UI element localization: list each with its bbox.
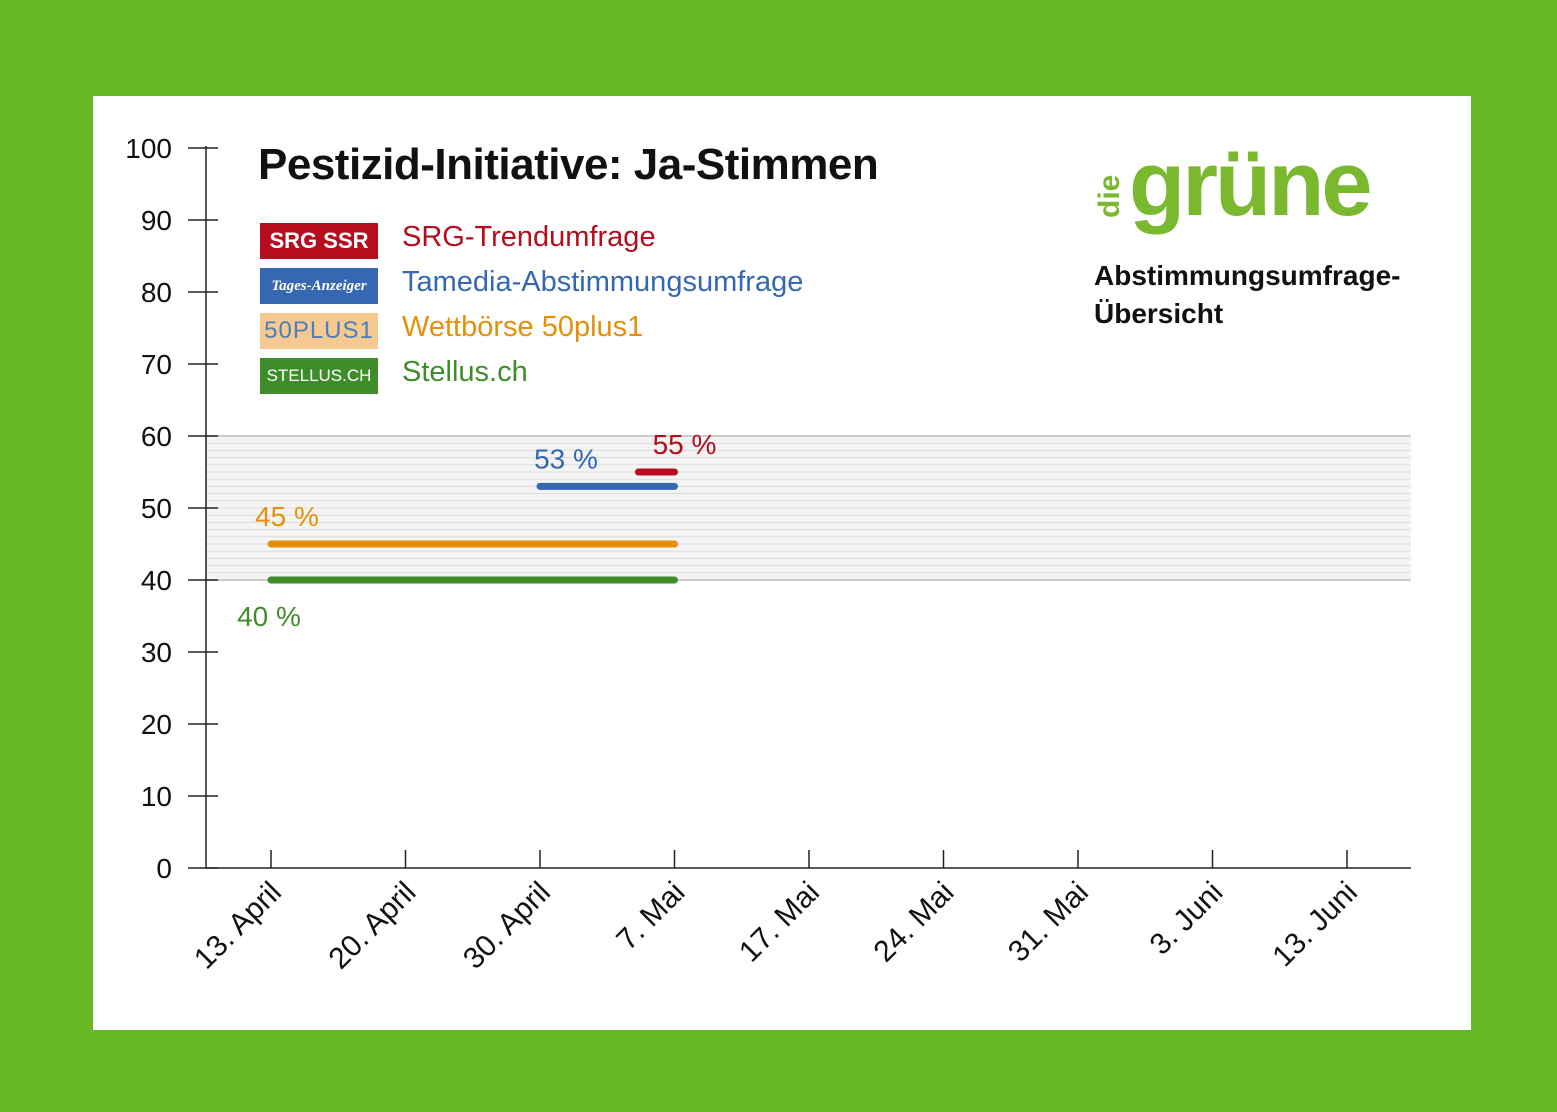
legend-label-stellus: Stellus.ch bbox=[402, 356, 528, 388]
srg-ssr-logo: SRG SSR bbox=[260, 223, 378, 259]
y-tick-label: 20 bbox=[141, 709, 172, 740]
legend-label-tamedia: Tamedia-Abstimmungsumfrage bbox=[402, 266, 804, 298]
stellus-logo: STELLUS.CH bbox=[260, 358, 378, 394]
subtitle: Abstimmungsumfrage- Übersicht bbox=[1094, 257, 1454, 333]
die-gruene-logo: die grüne bbox=[1093, 133, 1433, 246]
subtitle-line-1: Abstimmungsumfrage- bbox=[1094, 260, 1401, 291]
x-tick-label: 3. Juni bbox=[1144, 876, 1230, 962]
y-tick-label: 60 bbox=[141, 421, 172, 452]
y-tick-label: 40 bbox=[141, 565, 172, 596]
data-label: 53 % bbox=[534, 443, 598, 474]
y-tick-label: 100 bbox=[125, 133, 172, 164]
y-tick-label: 30 bbox=[141, 637, 172, 668]
data-label: 45 % bbox=[255, 501, 319, 532]
chart-title: Pestizid-Initiative: Ja-Stimmen bbox=[258, 140, 879, 189]
data-labels: 55 % 53 % 45 % 40 % bbox=[237, 429, 716, 632]
y-tick-label: 10 bbox=[141, 781, 172, 812]
chart-svg: 0 10 20 30 40 50 60 70 80 90 100 13. April 20. April… bbox=[125, 133, 1411, 976]
x-tick-label: 31. Mai bbox=[1002, 876, 1095, 969]
logo-die-text: die bbox=[1093, 174, 1126, 218]
chart-card: 0 10 20 30 40 50 60 70 80 90 100 13. April 20. April… bbox=[93, 96, 1471, 1030]
data-label: 40 % bbox=[237, 601, 301, 632]
y-tick-label: 80 bbox=[141, 277, 172, 308]
x-tick-label: 13. April bbox=[188, 876, 288, 976]
50plus1-logo: 50PLUS1 bbox=[260, 313, 378, 349]
y-tick-label: 70 bbox=[141, 349, 172, 380]
series-lines bbox=[267, 468, 678, 584]
highlight-band bbox=[206, 435, 1411, 581]
y-tick-label: 90 bbox=[141, 205, 172, 236]
subtitle-line-2: Übersicht bbox=[1094, 298, 1224, 329]
tages-anzeiger-logo: Tages-Anzeiger bbox=[260, 268, 378, 304]
legend-label-50plus1: Wettbörse 50plus1 bbox=[402, 311, 644, 343]
x-tick-label: 20. April bbox=[322, 876, 422, 976]
y-tick-label: 0 bbox=[156, 853, 172, 884]
legend-label-srg: SRG-Trendumfrage bbox=[402, 221, 656, 253]
data-label: 55 % bbox=[653, 429, 717, 460]
x-tick-label: 13. Juni bbox=[1266, 876, 1364, 974]
x-tick-label: 17. Mai bbox=[733, 876, 826, 969]
x-tick-label: 24. Mai bbox=[868, 876, 961, 969]
x-tick-label: 7. Mai bbox=[610, 876, 691, 957]
y-tick-label: 50 bbox=[141, 493, 172, 524]
x-tick-label: 30. April bbox=[457, 876, 557, 976]
logo-gruene-text: grüne bbox=[1129, 133, 1373, 235]
